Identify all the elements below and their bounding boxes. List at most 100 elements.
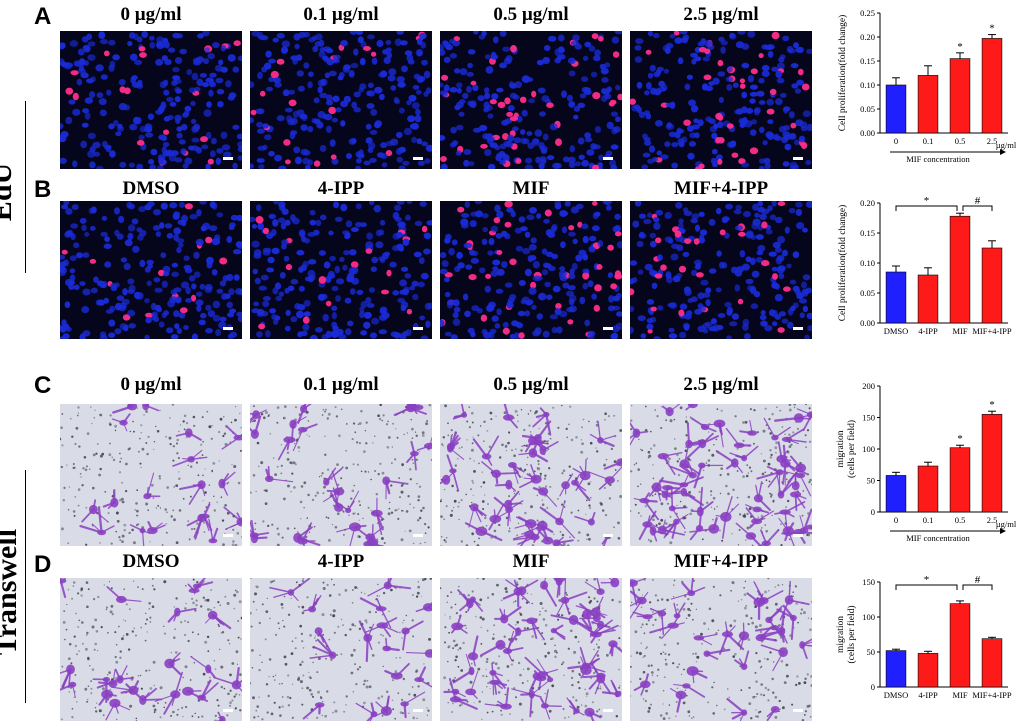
- col-title-c-2: 0.1 µg/ml: [303, 374, 379, 395]
- bar: [917, 75, 939, 134]
- col-title-d-2: 4-IPP: [317, 551, 365, 572]
- significance-bracket: [895, 584, 958, 590]
- transwell-side-label: Transwell: [0, 528, 23, 656]
- arrow-head-icon: [1000, 528, 1006, 534]
- micrograph-d-2: [250, 578, 432, 721]
- y-tick-label: 0: [871, 507, 875, 517]
- x-tick-label: 0: [894, 136, 898, 146]
- bar: [981, 38, 1003, 134]
- micrograph-d-3: [440, 578, 622, 721]
- col-title-c-1: 0 µg/ml: [120, 374, 182, 395]
- scale-bar: [603, 534, 613, 537]
- edu-side-label: EdU: [0, 162, 18, 222]
- micrograph-c-2: [250, 404, 432, 546]
- micrograph-a-3: [440, 31, 622, 169]
- bar: [981, 247, 1003, 324]
- scale-bar: [223, 157, 233, 160]
- col-title-d-1: DMSO: [122, 551, 180, 572]
- micrograph-a-2: [250, 31, 432, 169]
- panel-letter-c: C: [34, 372, 52, 399]
- y-tick-label: 0.10: [860, 258, 875, 268]
- significance-bracket: [895, 205, 958, 211]
- significance-bracket: [962, 205, 993, 211]
- micrograph-c-1: [60, 404, 242, 546]
- micrograph-b-4: [630, 201, 812, 339]
- micrograph-c-3: [440, 404, 622, 546]
- col-title-d-4: MIF+4-IPP: [673, 551, 769, 572]
- chart-d-group: 0 50 100 150 migration (cells per field) DMSO 4…: [836, 574, 1012, 700]
- col-title-b-1: DMSO: [122, 178, 180, 199]
- panel-letter-b: B: [34, 176, 52, 203]
- x-tick-label: MIF: [952, 326, 967, 336]
- bar: [981, 414, 1003, 513]
- x-tick-label: 4-IPP: [918, 690, 938, 700]
- bar: [917, 465, 939, 513]
- chart-d-migration-inhibitor: 0 50 100 150 migration (cells per field) DMSO 4…: [836, 574, 1012, 700]
- x-unit-label: µg/ml: [996, 140, 1017, 150]
- x-tick-label: 0.1: [923, 515, 934, 525]
- y-tick-label: 100: [862, 444, 875, 454]
- x-tick-label: MIF: [952, 690, 967, 700]
- scale-bar: [603, 709, 613, 712]
- bar: [917, 274, 939, 324]
- significance-star: *: [957, 433, 963, 445]
- y-tick-label: 0: [871, 682, 875, 692]
- x-tick-label: DMSO: [884, 326, 909, 336]
- x-tick-label: 0.5: [955, 136, 966, 146]
- x-axis-label: MIF concentration: [906, 533, 970, 543]
- chart-c-migration-dose: 0 50 100 150 200 migration (cells per field) 0 0…: [836, 381, 1017, 543]
- bar: [885, 84, 907, 134]
- y-tick-label: 200: [862, 381, 875, 391]
- scale-bar: [413, 157, 423, 160]
- y-tick-label: 0.20: [860, 32, 875, 42]
- bar: [949, 447, 971, 513]
- micrograph-c-4: [630, 404, 812, 546]
- scale-bar: [223, 327, 233, 330]
- col-title-b-3: MIF: [512, 178, 550, 199]
- micrograph-a-1: [60, 31, 242, 169]
- x-tick-label: MIF+4-IPP: [972, 326, 1012, 336]
- col-title-a-2: 0.1 µg/ml: [303, 4, 379, 25]
- bracket-label: *: [924, 195, 930, 207]
- col-title-c-4: 2.5 µg/ml: [683, 374, 759, 395]
- scale-bar: [413, 709, 423, 712]
- scale-bar: [793, 327, 803, 330]
- y-tick-label: 100: [862, 612, 875, 622]
- y-tick-label: 0.10: [860, 80, 875, 90]
- micrograph-b-2: [250, 201, 432, 339]
- y-axis-label: Cell proliferation(fold change): [837, 205, 848, 322]
- y-tick-label: 0.00: [860, 318, 875, 328]
- col-title-a-4: 2.5 µg/ml: [683, 4, 759, 25]
- col-title-b-2: 4-IPP: [317, 178, 365, 199]
- y-tick-label: 0.20: [860, 198, 875, 208]
- edu-side-line: [25, 101, 26, 273]
- micrograph-b-3: [440, 201, 622, 339]
- bar: [949, 603, 971, 688]
- y-tick-label: 50: [867, 476, 876, 486]
- bracket-label: #: [975, 195, 981, 207]
- bar: [885, 475, 907, 513]
- y-tick-label: 0.00: [860, 128, 875, 138]
- y-tick-label: 150: [862, 577, 875, 587]
- x-tick-label: 0: [894, 515, 898, 525]
- scale-bar: [793, 534, 803, 537]
- scale-bar: [223, 709, 233, 712]
- x-tick-label: 2.5: [987, 136, 998, 146]
- col-title-a-1: 0 µg/ml: [120, 4, 182, 25]
- y-axis-label: migration: [836, 430, 846, 467]
- significance-bracket: [962, 584, 993, 590]
- chart-b-proliferation-inhibitor: 0.00 0.05 0.10 0.15 0.20 Cell proliferation(f…: [837, 195, 1012, 336]
- bracket-label: #: [975, 574, 981, 586]
- micrograph-d-4: [630, 578, 812, 721]
- x-tick-label: 2.5: [987, 515, 998, 525]
- scale-bar: [603, 157, 613, 160]
- x-tick-label: 4-IPP: [918, 326, 938, 336]
- y-tick-label: 0.15: [860, 56, 875, 66]
- y-axis-label: (cells per field): [846, 420, 857, 478]
- micrograph-b-1: [60, 201, 242, 339]
- y-tick-label: 0.25: [860, 8, 875, 18]
- panel-letter-d: D: [34, 551, 52, 578]
- bar: [949, 215, 971, 324]
